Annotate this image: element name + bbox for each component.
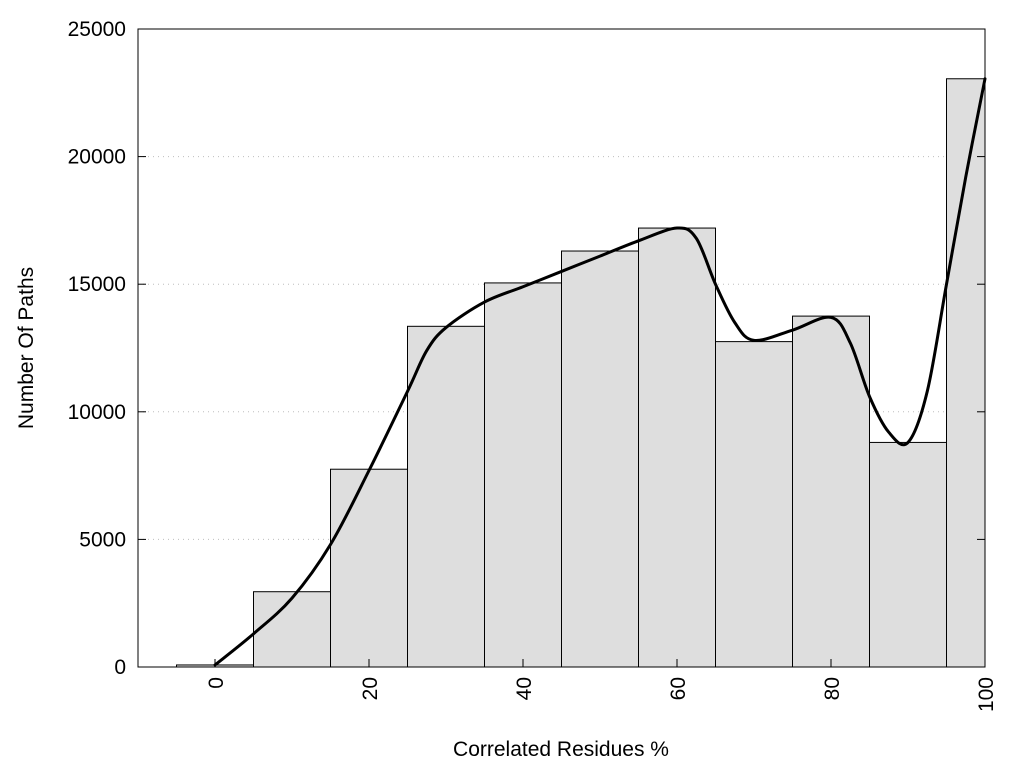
plot-frame [137,28,986,668]
x-axis-ticks: 0 20 40 60 80 100 [205,659,998,712]
smooth-curve-layer [213,77,987,667]
bars [176,78,986,668]
y-axis-title: Number Of Paths [15,267,38,429]
bar-30 [407,325,485,668]
bar-70 [715,341,793,668]
bar-60 [638,227,716,668]
bar-10 [253,591,331,668]
bar-90 [869,441,947,668]
y-tick-label-25000: 25000 [68,18,126,41]
smooth-curve [213,77,987,667]
x-tick-label-60: 60 [667,677,690,700]
x-tick-label-100: 100 [975,677,998,712]
y-tick-label-0: 0 [114,656,126,679]
y-axis-ticks: 0 5000 10000 15000 20000 25000 [68,18,985,679]
x-tick-label-80: 80 [821,677,844,700]
x-tick-label-0: 0 [205,677,228,689]
x-tick-label-20: 20 [359,677,382,700]
y-tick-label-15000: 15000 [68,273,126,296]
y-tick-label-5000: 5000 [79,528,126,551]
bar-40 [484,282,562,668]
y-tick-label-20000: 20000 [68,146,126,169]
x-axis-title: Correlated Residues % [453,738,669,761]
y-tick-label-10000: 10000 [68,401,126,424]
bar-20 [330,468,408,668]
bar-50 [561,250,639,668]
bar-80 [792,315,870,668]
bar-100 [946,78,986,668]
x-tick-label-40: 40 [513,677,536,700]
